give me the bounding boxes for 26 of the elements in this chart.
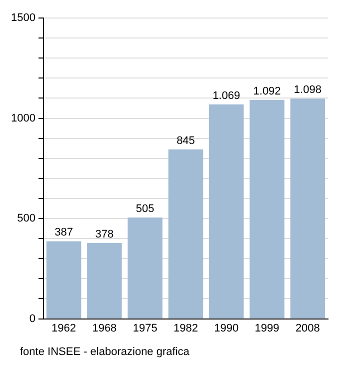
y-tick-label: 1000: [10, 112, 36, 124]
data-label: 387: [54, 226, 73, 239]
y-tick-label: 1500: [10, 12, 36, 24]
y-tick-label: 500: [17, 212, 36, 225]
bar: [209, 104, 244, 318]
data-label: 1.092: [253, 85, 281, 98]
bar: [46, 241, 82, 318]
bar: [128, 218, 162, 318]
x-tick-label: 2008: [295, 322, 320, 334]
y-tick-label: 0: [29, 312, 36, 325]
x-tick-label: 1982: [173, 322, 198, 334]
data-label: 1.069: [212, 90, 240, 102]
data-label: 845: [176, 134, 195, 147]
x-tick-label: 1999: [254, 322, 280, 334]
x-tick-label: 1968: [92, 322, 117, 334]
bar: [87, 243, 122, 318]
bar: [168, 149, 204, 318]
x-tick-label: 1990: [214, 322, 239, 334]
bar: [290, 98, 326, 318]
bar: [250, 100, 284, 318]
x-tick-label: 1975: [132, 322, 158, 334]
data-label: 505: [136, 203, 154, 216]
x-tick-label: 1962: [52, 322, 76, 334]
data-label: 378: [95, 228, 114, 241]
source-note: fonte INSEE - elaborazione grafica: [20, 346, 190, 358]
data-label: 1.098: [294, 84, 322, 96]
